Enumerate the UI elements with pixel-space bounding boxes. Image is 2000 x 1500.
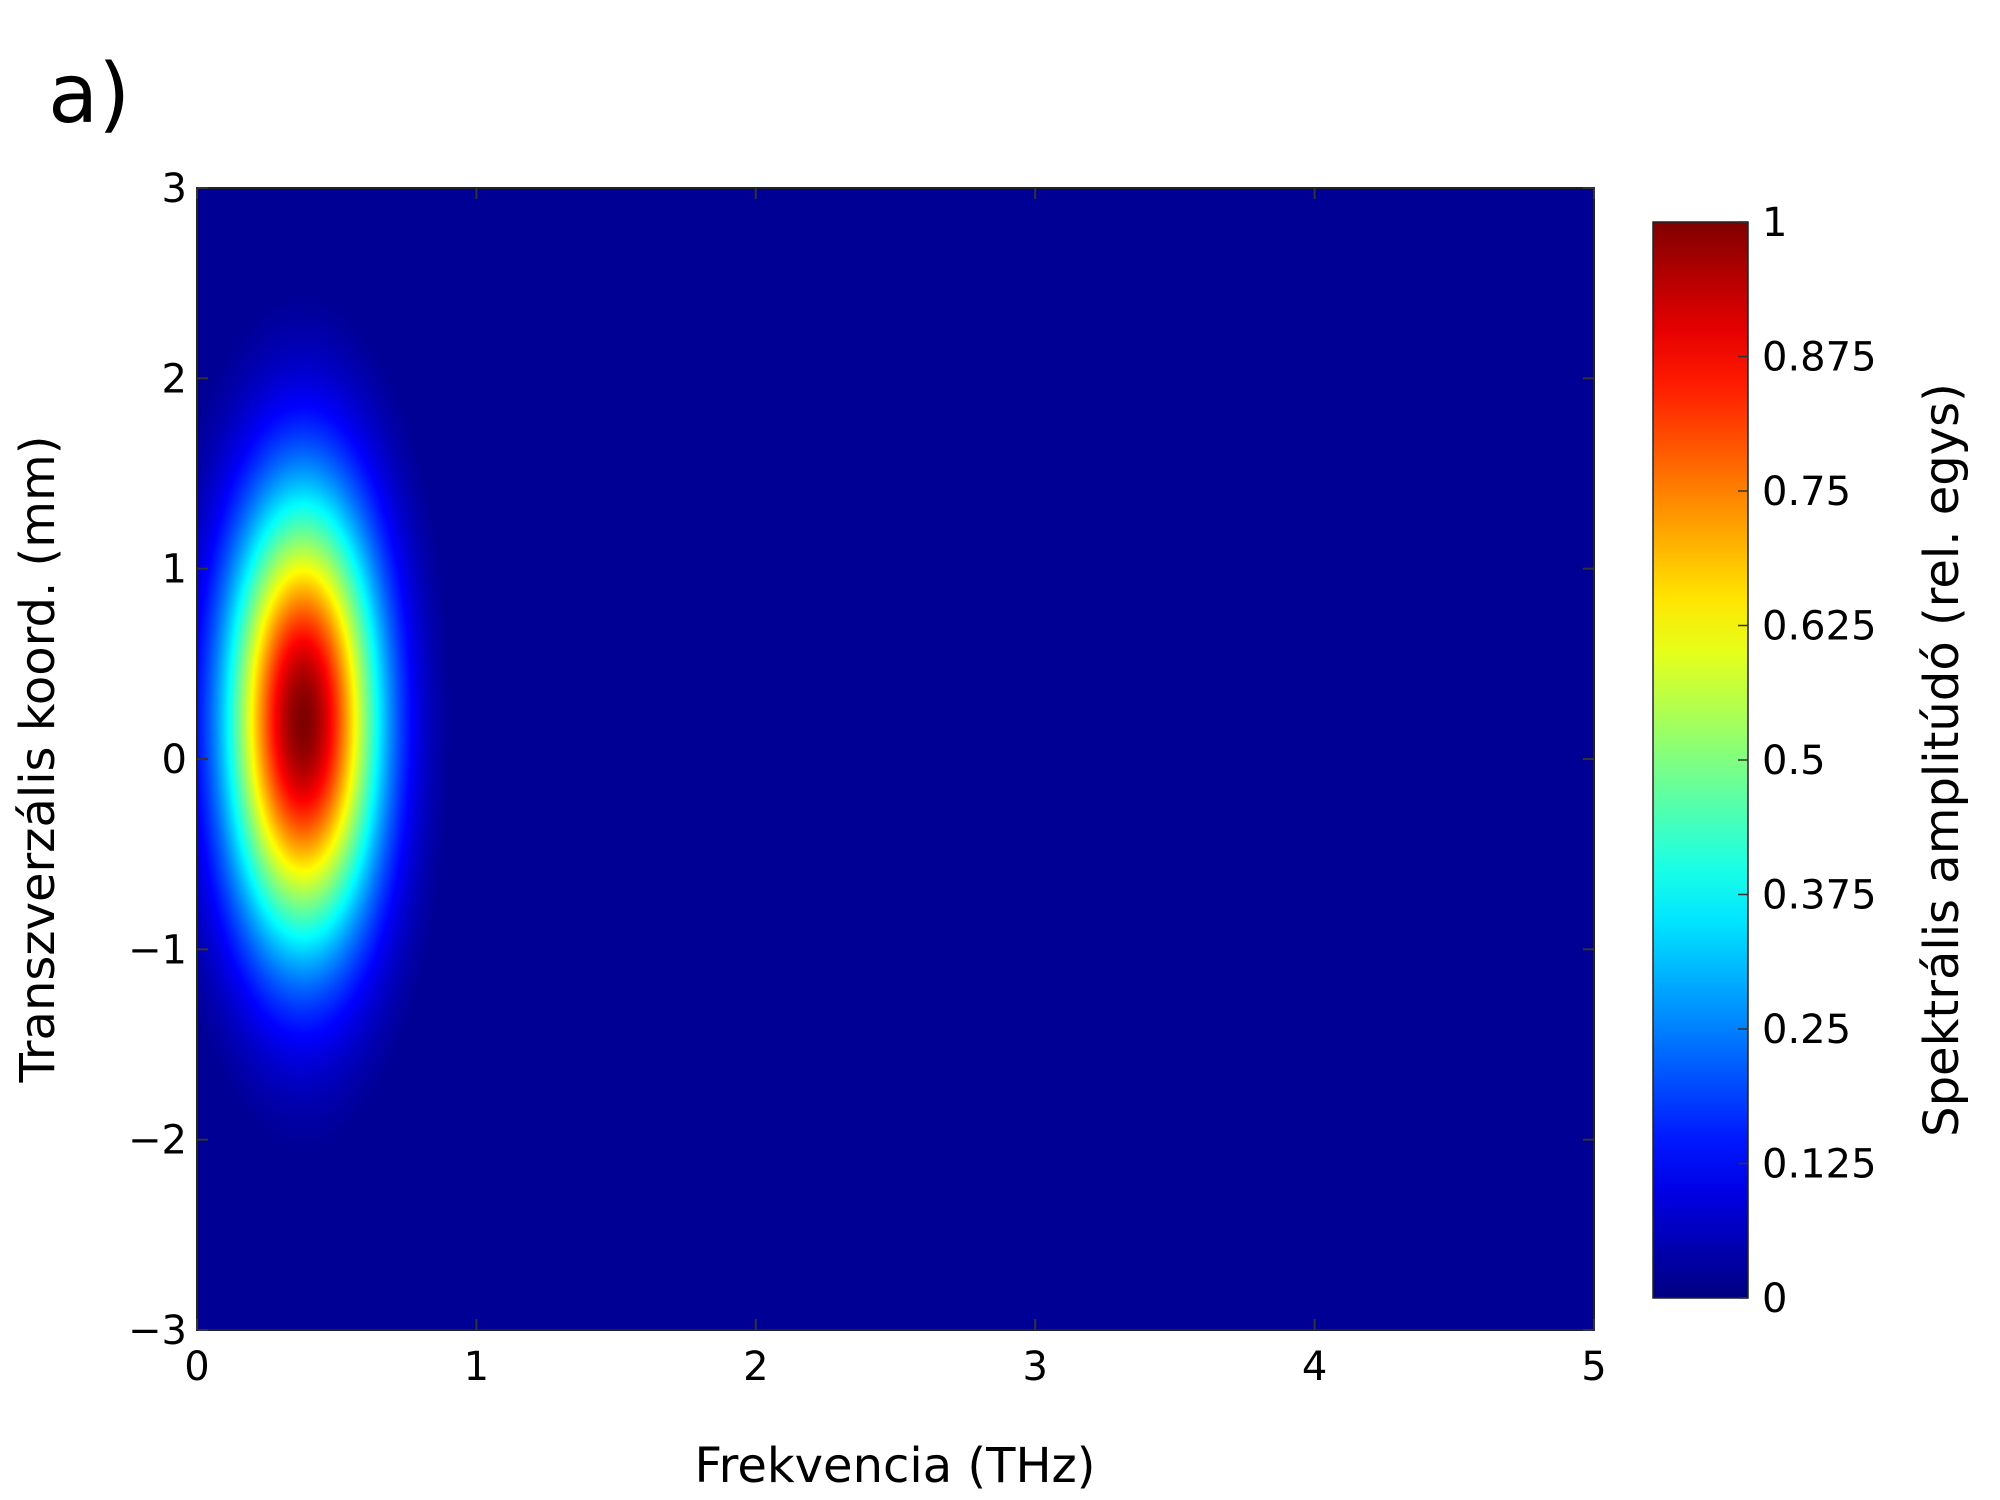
- y-tick-label: 3: [162, 166, 187, 212]
- colorbar-tick-label: 0.25: [1762, 1007, 1851, 1053]
- colorbar: 0 0.125 0.25 0.375 0.5 0.625 0.75 0.875 1: [1652, 200, 1877, 1322]
- x-tick-label: 1: [464, 1344, 489, 1390]
- x-tick-labels: 0 1 2 3 4 5: [184, 1344, 1606, 1390]
- colorbar-tick-label: 0.75: [1762, 469, 1851, 515]
- colorbar-tick-label: 0.625: [1762, 604, 1877, 650]
- tick-marks: [196, 187, 1595, 1331]
- x-tick-label: 3: [1022, 1344, 1047, 1390]
- colorbar-tick-label: 0.875: [1762, 335, 1877, 381]
- x-tick-label: 0: [184, 1344, 209, 1390]
- y-tick-label: 0: [162, 737, 187, 783]
- heatmap-image: [197, 188, 1594, 1330]
- plot-area: [196, 187, 1595, 1331]
- x-tick-label: 2: [743, 1344, 768, 1390]
- x-tick-label: 5: [1581, 1344, 1606, 1390]
- colorbar-tick-label: 0.5: [1762, 738, 1826, 784]
- x-axis-label: Frekvencia (THz): [695, 1438, 1096, 1494]
- colorbar-tick-label: 0: [1762, 1276, 1787, 1322]
- y-tick-label: 2: [162, 356, 187, 402]
- panel-label: a): [48, 47, 130, 142]
- y-tick-label: −3: [128, 1308, 187, 1354]
- y-axis-label: Transzverzális koord. (mm): [10, 436, 66, 1084]
- y-tick-label: −1: [128, 927, 187, 973]
- colorbar-tick-label: 0.125: [1762, 1142, 1877, 1188]
- y-tick-labels: −3 −2 −1 0 1 2 3: [128, 166, 187, 1354]
- colorbar-bar: [1653, 222, 1748, 1298]
- colorbar-label: Spektrális amplitúdó (rel. egys): [1914, 383, 1970, 1137]
- y-tick-label: 1: [162, 547, 187, 593]
- colorbar-tick-label: 0.375: [1762, 873, 1877, 919]
- colorbar-ticks: 0 0.125 0.25 0.375 0.5 0.625 0.75 0.875 1: [1738, 200, 1877, 1322]
- colorbar-tick-label: 1: [1762, 200, 1787, 246]
- x-tick-label: 4: [1302, 1344, 1327, 1390]
- y-tick-label: −2: [128, 1118, 187, 1164]
